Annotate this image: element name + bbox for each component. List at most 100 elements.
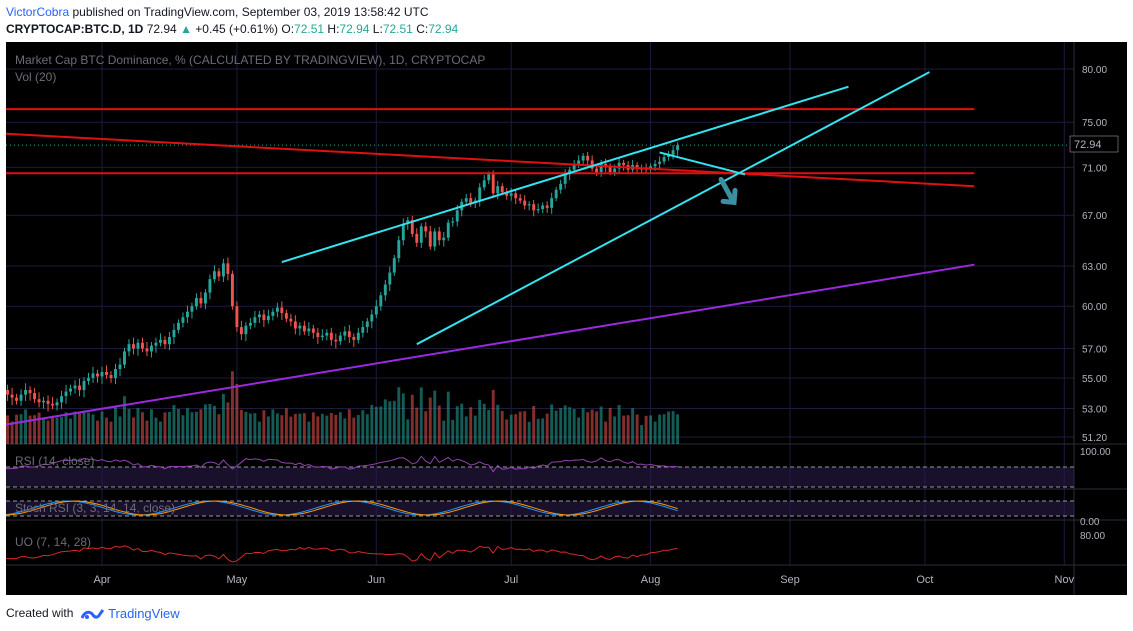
volume-bar — [100, 411, 104, 444]
chart-header: VictorCobra published on TradingView.com… — [6, 4, 1126, 42]
volume-bar — [46, 420, 50, 444]
volume-bar — [568, 407, 572, 444]
candle-body — [613, 168, 617, 173]
volume-bar — [257, 421, 261, 444]
chart-svg[interactable]: 80.00 75.00 71.00 67.00 63.00 60.00 57.00 55.00… — [6, 42, 1127, 595]
cyan-channel-upper — [281, 85, 849, 264]
candle-body — [109, 374, 113, 378]
candle-body — [154, 342, 158, 346]
volume-bar — [158, 421, 162, 444]
candle-body — [235, 306, 239, 328]
candle-body — [356, 332, 360, 340]
volume-bar — [424, 411, 428, 444]
volume-bar — [334, 414, 338, 444]
candle-body — [298, 325, 302, 329]
candle-body — [248, 322, 252, 326]
volume-bar — [154, 417, 158, 444]
tradingview-brand-link[interactable]: TradingView — [108, 605, 180, 621]
volume-bar — [293, 414, 297, 444]
candle-body — [397, 240, 401, 259]
chart-canvas[interactable]: 80.00 75.00 71.00 67.00 63.00 60.00 57.00 55.00… — [6, 42, 1127, 595]
candle-body — [482, 180, 486, 188]
candle-body — [132, 344, 135, 349]
publish-line: VictorCobra published on TradingView.com… — [6, 4, 1126, 21]
symbol-line: CRYPTOCAP:BTC.D, 1D 72.94 ▲ +0.45 (+0.61… — [6, 21, 1126, 38]
candle-body — [662, 157, 666, 162]
candle-body — [550, 198, 554, 208]
volume-bar — [343, 418, 347, 444]
candle-body — [446, 222, 450, 238]
volume-bar — [302, 413, 306, 444]
volume-bar — [590, 409, 594, 444]
volume-bar — [514, 414, 518, 444]
symbol-name: CRYPTOCAP:BTC.D, 1D — [6, 22, 144, 36]
rsi-axis-label: 100.00 — [1080, 447, 1111, 458]
candle-body — [635, 165, 639, 169]
candle-body — [374, 306, 378, 315]
price-axis-tick: 67.00 — [1082, 211, 1107, 222]
volume-bar — [667, 411, 671, 444]
candle-body — [158, 339, 162, 343]
candle-body — [275, 307, 279, 312]
volume-bar — [392, 400, 396, 444]
candle-body — [10, 394, 14, 398]
candle-body — [617, 162, 621, 169]
volume-bar — [640, 425, 644, 444]
volume-bar — [109, 421, 113, 444]
volume-bar — [226, 402, 230, 444]
author-link[interactable]: VictorCobra — [6, 5, 70, 19]
volume-bar — [595, 411, 599, 444]
candle-body — [42, 400, 46, 403]
volume-bar — [451, 419, 455, 444]
volume-bar — [581, 408, 585, 444]
volume-bar — [145, 420, 149, 444]
volume-bar — [6, 415, 10, 444]
published-text: published on TradingView.com, September … — [72, 5, 429, 19]
candle-body — [365, 321, 369, 328]
candle-body — [428, 231, 432, 247]
volume-bar — [572, 409, 576, 444]
price-axis-tick: 57.00 — [1082, 345, 1107, 356]
volume-bar — [563, 405, 567, 444]
volume-bar — [500, 411, 504, 444]
volume-bar — [64, 412, 68, 444]
candle-body — [15, 397, 19, 401]
candle-body — [518, 198, 522, 201]
candle-body — [78, 385, 81, 391]
candle-body — [185, 311, 189, 318]
candle-body — [361, 327, 365, 333]
volume-bar — [266, 416, 270, 444]
volume-bar — [509, 414, 513, 444]
time-axis-tick: Nov — [1055, 574, 1075, 586]
volume-bar — [505, 419, 509, 444]
candle-body — [419, 226, 423, 243]
high-label: H: — [327, 22, 340, 36]
candle-body — [433, 231, 437, 247]
volume-bar — [42, 418, 46, 444]
candle-body — [658, 161, 662, 164]
price-axis-tick: 55.00 — [1082, 374, 1107, 385]
candle-body — [442, 237, 446, 241]
candle-body — [671, 150, 675, 155]
volume-bar — [649, 415, 653, 444]
volume-bar — [244, 411, 248, 444]
open-value: 72.51 — [294, 22, 325, 36]
volume-bar — [365, 414, 369, 444]
volume-bar — [478, 399, 482, 444]
candle-body — [136, 342, 140, 349]
cyan-short-line — [659, 151, 746, 176]
uo-axis-label: 80.00 — [1080, 531, 1105, 542]
volume-bar — [532, 406, 536, 444]
candle-body — [406, 220, 410, 224]
volume-bar — [316, 416, 320, 444]
time-axis-tick: Jul — [504, 574, 518, 586]
candle-body — [239, 327, 243, 335]
price-axis-tick: 71.00 — [1082, 163, 1107, 174]
volume-bar — [433, 390, 437, 444]
candle-body — [667, 154, 671, 158]
candle-body — [114, 369, 117, 378]
stoch-d-line — [6, 500, 678, 516]
volume-bar — [473, 415, 477, 444]
volume-bar — [141, 412, 144, 444]
rsi-legend: RSI (14, close) — [15, 454, 94, 468]
